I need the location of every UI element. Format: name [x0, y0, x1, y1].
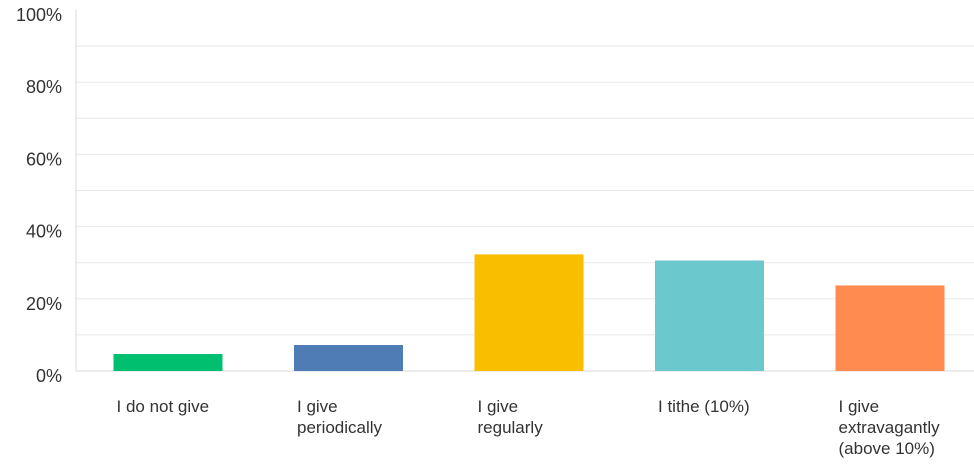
y-tick-label: 100% [16, 5, 62, 25]
x-axis-category-labels: I do not give I give periodically I give reg… [117, 397, 941, 458]
x-tick-label-line: I give [839, 397, 880, 416]
x-tick-label-line: I do not give [117, 397, 210, 416]
bar [655, 260, 764, 371]
y-tick-label: 20% [26, 294, 62, 314]
x-tick-label: I tithe (10%) [658, 397, 750, 416]
bar [474, 254, 584, 371]
y-tick-label: 40% [26, 222, 62, 242]
gridlines [76, 45, 974, 336]
x-tick-label: I give extravagantly (above 10%) [839, 397, 941, 458]
x-tick-label-line: periodically [297, 418, 383, 437]
y-tick-label: 80% [26, 77, 62, 97]
x-tick-label-line: regularly [478, 418, 544, 437]
bars [113, 254, 945, 371]
x-tick-label: I give regularly [478, 397, 544, 437]
x-tick-label-line: I give [478, 397, 519, 416]
y-tick-label: 60% [26, 149, 62, 169]
y-tick-label: 0% [36, 366, 62, 386]
x-tick-label-line: extravagantly [839, 418, 941, 437]
x-tick-label-line: I tithe (10%) [658, 397, 750, 416]
y-axis-tick-labels: 0% 20% 40% 60% 80% 100% [16, 5, 62, 386]
x-tick-label: I give periodically [297, 397, 383, 437]
x-tick-label-line: I give [297, 397, 338, 416]
bar [835, 285, 945, 371]
bar [113, 354, 223, 371]
bar [294, 345, 403, 371]
x-tick-label-line: (above 10%) [839, 439, 935, 458]
x-tick-label: I do not give [117, 397, 210, 416]
